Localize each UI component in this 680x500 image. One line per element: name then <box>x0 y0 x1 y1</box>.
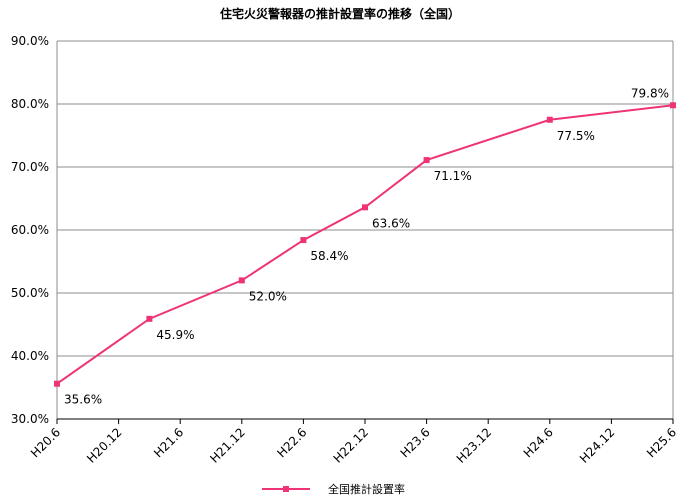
y-tick-label: 60.0% <box>11 223 49 237</box>
legend-label: 全国推計設置率 <box>328 482 405 496</box>
data-label: 45.9% <box>156 328 194 342</box>
data-point <box>238 277 245 284</box>
data-label: 58.4% <box>310 249 348 263</box>
data-labels: 35.6% 45.9% 52.0% 58.4% 63.6% 71.1% 77.5% 79.8% <box>64 86 669 406</box>
data-label: 35.6% <box>64 393 102 407</box>
x-tick-label: H20.12 <box>84 425 125 466</box>
x-tick-label: H20.6 <box>28 425 63 460</box>
x-tick-label: H24.6 <box>521 425 556 460</box>
x-tick-label: H22.6 <box>274 425 309 460</box>
data-point <box>670 102 676 109</box>
data-point <box>362 204 368 211</box>
x-tick-label: H22.12 <box>331 425 372 466</box>
y-tick-label: 30.0% <box>11 412 49 426</box>
axes <box>56 41 674 424</box>
x-tick-label: H21.12 <box>207 425 248 466</box>
data-point <box>300 237 307 244</box>
x-tick-label: H24.12 <box>577 425 618 466</box>
y-tick-label: 70.0% <box>11 160 49 174</box>
y-tick-labels: 30.0% 40.0% 50.0% 60.0% 70.0% 80.0% 90.0% <box>11 34 49 426</box>
data-point <box>546 116 553 123</box>
y-tick-label: 90.0% <box>11 34 49 48</box>
gridlines <box>57 40 673 357</box>
y-tick-label: 50.0% <box>11 286 49 300</box>
x-tick-label: H23.12 <box>454 425 495 466</box>
series-line <box>56 104 674 385</box>
data-label: 52.0% <box>249 289 287 303</box>
chart-title: 住宅火災警報器の推計設置率の推移（全国） <box>220 6 460 21</box>
y-tick-label: 80.0% <box>11 97 49 111</box>
data-label: 63.6% <box>372 216 410 230</box>
data-point <box>54 380 60 387</box>
x-tick-label: H23.6 <box>398 425 433 460</box>
legend-square-marker <box>283 486 289 492</box>
data-point <box>423 157 430 164</box>
x-tick-label: H21.6 <box>151 425 186 460</box>
x-tick-label: H25.6 <box>644 425 679 460</box>
data-label: 71.1% <box>434 169 472 183</box>
data-point <box>146 315 153 322</box>
y-tick-label: 40.0% <box>11 349 49 363</box>
data-label: 79.8% <box>631 86 669 100</box>
legend: 全国推計設置率 <box>262 482 405 496</box>
x-tick-labels: H20.6 H20.12 H21.6 H21.12 H22.6 H22.12 H23.6 H2… <box>28 425 679 466</box>
series-group <box>54 102 676 387</box>
data-label: 77.5% <box>557 129 595 143</box>
